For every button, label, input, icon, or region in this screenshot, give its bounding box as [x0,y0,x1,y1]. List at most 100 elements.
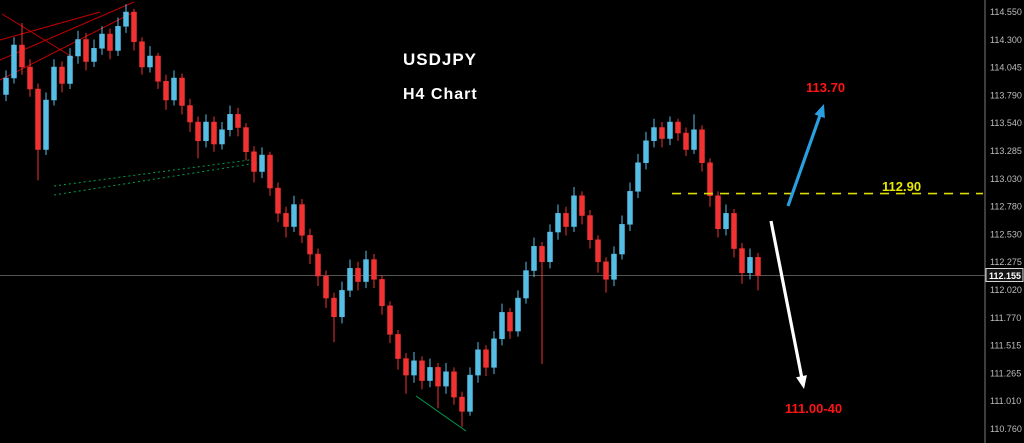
candle-body [3,77,9,95]
candle-body [467,374,473,412]
current-price-value: 112.155 [989,271,1021,281]
y-axis-label[interactable]: 110.760 [990,424,1022,434]
candle-body [11,44,17,79]
y-axis-label[interactable]: 111.770 [990,313,1021,323]
candle-body [459,396,465,412]
candle-body [331,297,337,318]
y-axis-label[interactable]: 113.030 [990,174,1022,184]
resistance-level-label[interactable]: 112.90 [882,179,922,194]
candle-body [163,81,169,101]
candle-body [635,162,641,192]
candle-body [651,127,657,141]
candle-body [571,195,577,227]
candle-body [91,48,97,62]
candle-body [515,297,521,332]
candle-body [747,257,753,274]
candle-body [243,127,249,152]
candle-body [643,140,649,163]
candle-body [443,371,449,387]
candle-body [67,55,73,84]
up-arrow[interactable] [786,110,823,207]
y-axis-label[interactable]: 112.530 [990,229,1022,239]
candle-body [323,275,329,299]
symbol-title: USDJPY [403,50,478,69]
candle-body [547,231,553,263]
y-axis-label[interactable]: 111.515 [990,341,1021,351]
candle-body [595,239,601,263]
candle-body [451,371,457,398]
candle-body [699,129,705,163]
red-trendline[interactable] [0,11,101,41]
candle-body [155,55,161,82]
candle-body [531,246,537,271]
candle-body [203,121,209,141]
candle-body [107,33,113,51]
down-arrow[interactable] [769,220,805,382]
candle-body [251,151,257,172]
candle-body [355,268,361,282]
y-axis-label[interactable]: 112.780 [990,202,1022,212]
candle-body [75,39,81,57]
candle-body [403,358,409,376]
candle-body [675,121,681,134]
candle-body [227,114,233,130]
candle-body [83,39,89,62]
candle-body [339,290,345,318]
green-trendline[interactable] [415,395,467,432]
candle-body [259,154,265,172]
candle-body [267,154,273,189]
y-axis-label[interactable]: 114.300 [990,35,1022,45]
y-axis-label[interactable]: 111.010 [990,396,1021,406]
candle-body [235,114,241,128]
candle-body [387,305,393,335]
candle-body [299,204,305,236]
candle-body [475,349,481,376]
candle-body [555,213,561,233]
candle-body [755,257,761,276]
candle-body [707,162,713,196]
candle-body [43,99,49,150]
candle-body [99,33,105,49]
y-axis-label[interactable]: 112.275 [990,257,1022,267]
green-dotted-trendline[interactable] [53,158,258,187]
y-axis-label[interactable]: 112.020 [990,285,1022,295]
current-price-tag [985,268,1024,283]
candle-body [371,259,377,280]
y-axis-label[interactable]: 114.550 [990,7,1022,17]
candle-body [659,127,665,139]
candle-body [539,246,545,263]
candle-body [619,224,625,255]
candle-body [483,349,489,368]
candle-body [523,270,529,299]
candle-body [219,129,225,145]
candle-body [315,253,321,277]
candle-body [35,88,41,150]
candle-body [395,334,401,359]
candle-body [499,312,505,340]
candle-body [435,367,441,387]
green-dotted-trendline[interactable] [53,162,258,196]
candle-body [723,213,729,230]
candle-body [147,55,153,68]
candle-body [59,66,65,84]
candle-body [347,268,353,291]
y-axis-label[interactable]: 113.540 [990,118,1022,128]
candle-body [627,191,633,225]
candle-body [587,215,593,241]
candle-body [195,121,201,141]
up-arrow-head[interactable] [814,104,825,119]
candle-body [579,195,585,216]
candle-body [611,253,617,280]
candle-body [291,204,297,227]
y-axis-label[interactable]: 113.790 [990,90,1022,100]
candle-body [715,195,721,230]
down-arrow-head[interactable] [796,375,807,389]
red-trendline[interactable] [1,13,75,59]
y-axis-label[interactable]: 113.285 [990,146,1022,156]
y-axis-label[interactable]: 111.265 [990,368,1021,378]
y-axis-label[interactable]: 114.045 [990,63,1022,73]
target-up-label[interactable]: 113.70 [806,80,846,95]
target-down-label[interactable]: 111.00-40 [785,401,843,416]
